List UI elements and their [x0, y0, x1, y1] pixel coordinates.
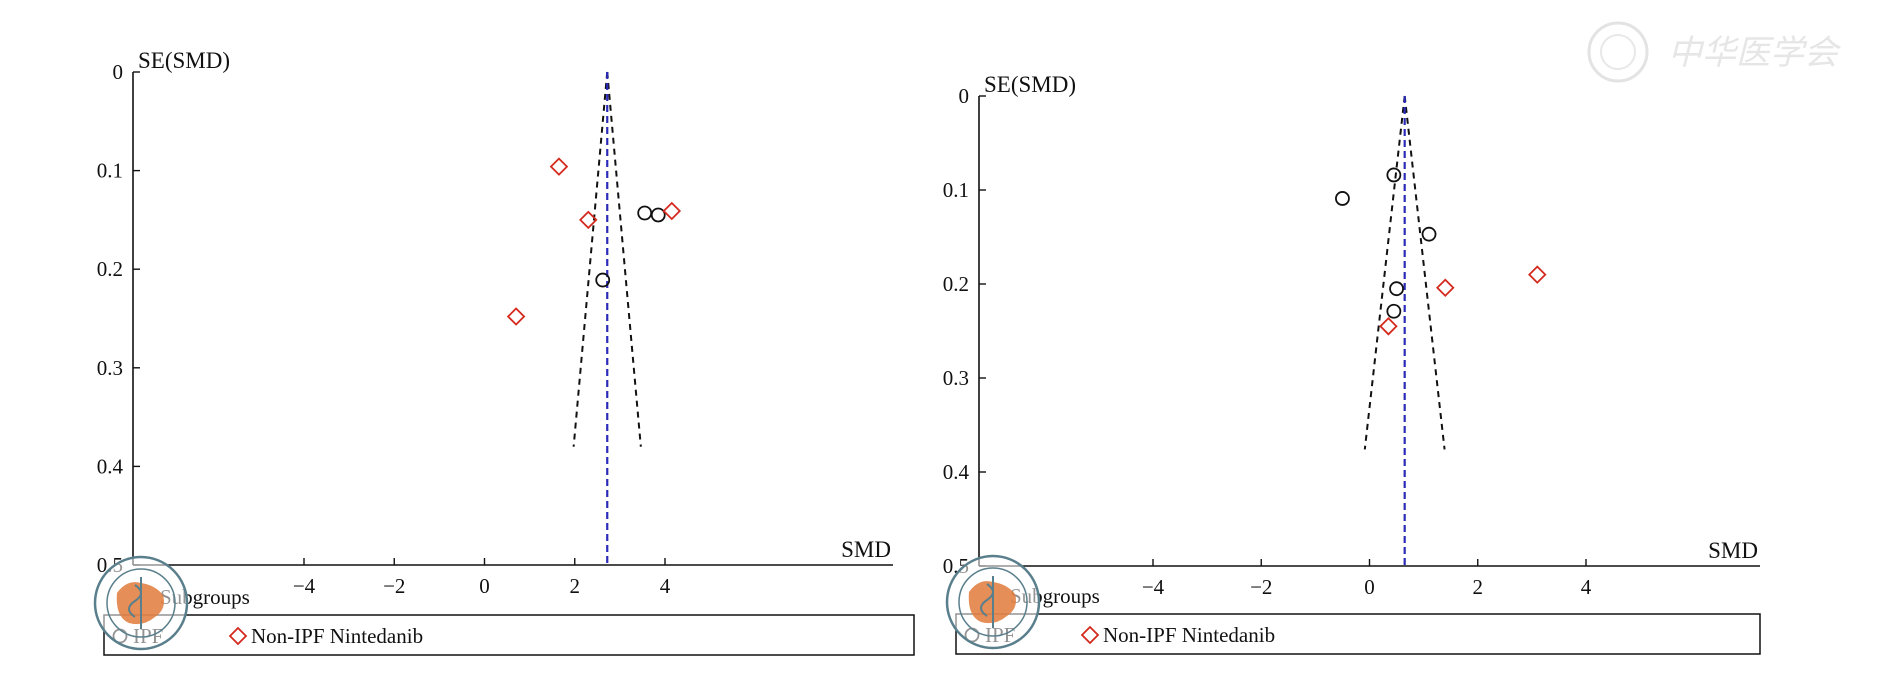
non-ipf-point [506, 307, 526, 326]
cma-seal-icon [93, 555, 189, 651]
seal-inner-ring [106, 568, 176, 638]
non-ipf-point [662, 201, 682, 221]
ipf-point [1421, 226, 1437, 242]
y-tick-label: 0.1 [943, 178, 969, 202]
funnel-left-line [1363, 95, 1406, 450]
y-tick-label: 0.4 [97, 454, 124, 478]
legend: SubgroupsIPFNon-IPF Nintedanib [955, 584, 1761, 655]
funnel-right-line [1403, 95, 1446, 450]
ipf-point [637, 205, 653, 221]
x-tick-label: 4 [1581, 575, 1592, 599]
y-axis-title: SE(SMD) [984, 72, 1076, 97]
legend-label: Non-IPF Nintedanib [251, 624, 423, 648]
seal-staff-icon [128, 577, 142, 629]
legend: SubgroupsIPFNon-IPF Nintedanib [103, 585, 915, 656]
legend-non-ipf-icon [1080, 625, 1100, 645]
y-tick-label: 0.3 [943, 366, 969, 390]
funnel-plot-2: 00.10.20.30.40.5−4 −2 0 2 4SE(SMD)SMDSubgrou… [943, 72, 1761, 655]
x-tick-label: −2 [1250, 575, 1272, 599]
funnel-plot-1: 00.10.20.30.40.5−4 −2 0 2 4SE(SMD)SMDSubgrou… [93, 48, 915, 656]
x-axis-title: SMD [1708, 538, 1758, 563]
seal-inner-ring [958, 567, 1028, 637]
y-axis-title: SE(SMD) [138, 48, 230, 73]
ipf-point [1335, 191, 1350, 206]
x-tick-label: 4 [660, 574, 671, 598]
cma-seal-icon [945, 554, 1041, 650]
funnel-right-line [606, 71, 642, 447]
non-ipf-point [1436, 278, 1455, 298]
watermark-seal-icon [1587, 21, 1649, 83]
x-tick-label: −2 [383, 574, 405, 598]
non-ipf-point [1528, 265, 1547, 284]
y-tick-label: 0 [959, 84, 970, 108]
funnel-left-line [572, 71, 609, 447]
x-tick-label: 2 [1473, 575, 1484, 599]
legend-non-ipf-icon [228, 626, 248, 646]
ipf-point [1389, 281, 1404, 297]
y-tick-label: 0.3 [97, 356, 123, 380]
x-tick-label: 2 [570, 574, 581, 598]
y-tick-label: 0 [113, 60, 124, 84]
x-tick-label: 0 [479, 574, 490, 598]
watermark-seal-inner-icon [1600, 34, 1636, 70]
legend-box [955, 613, 1761, 655]
non-ipf-point [579, 210, 598, 230]
x-tick-label: −4 [1142, 575, 1165, 599]
legend-box [103, 614, 915, 656]
legend-label: Non-IPF Nintedanib [1103, 623, 1275, 647]
ipf-point [1386, 303, 1402, 319]
non-ipf-point [549, 157, 569, 176]
watermark: 中华医学会 [1587, 21, 1842, 83]
x-tick-label: 0 [1364, 575, 1375, 599]
ipf-point [650, 207, 666, 223]
ipf-point [595, 272, 611, 288]
ipf-point [1386, 167, 1402, 183]
y-tick-label: 0.1 [97, 159, 123, 183]
x-axis-title: SMD [841, 537, 891, 562]
y-tick-label: 0.2 [943, 272, 969, 296]
watermark-text: 中华医学会 [1668, 35, 1842, 72]
seal-staff-icon [980, 576, 994, 628]
x-tick-label: −4 [293, 574, 316, 598]
y-tick-label: 0.2 [97, 257, 123, 281]
non-ipf-point [1379, 317, 1398, 336]
y-tick-label: 0.4 [943, 460, 970, 484]
